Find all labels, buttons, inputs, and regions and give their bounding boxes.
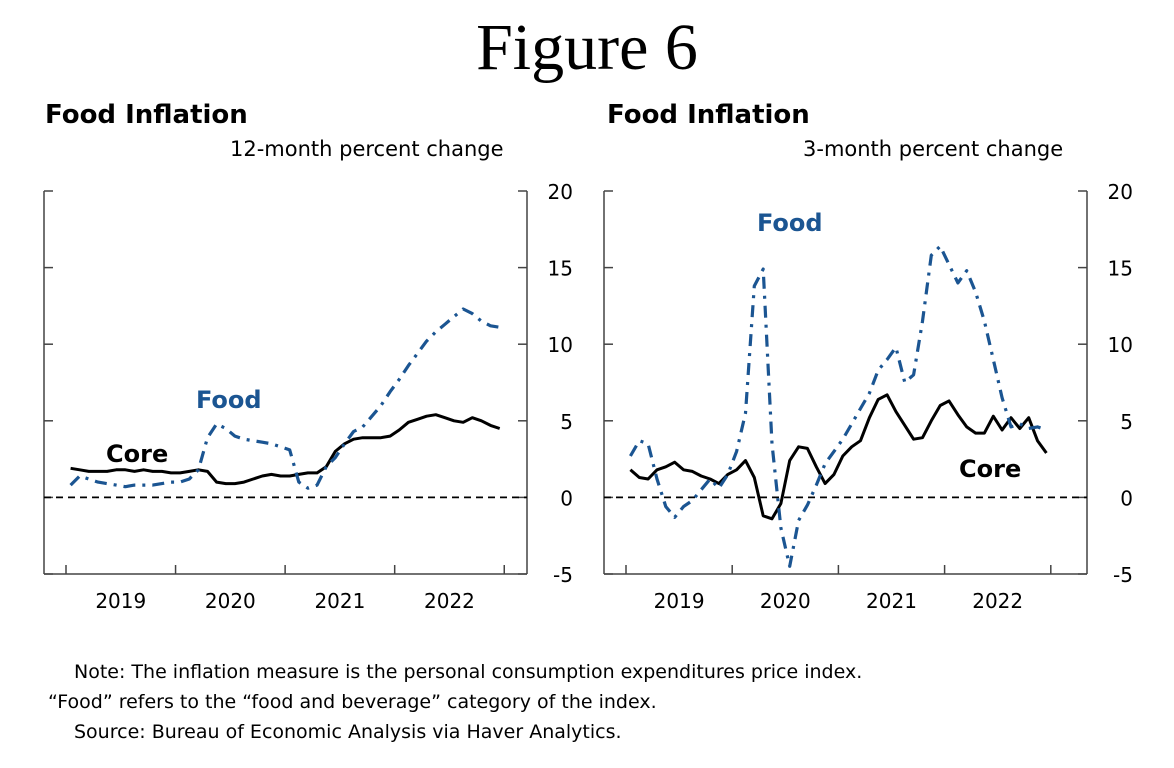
note-line: Note: The inflation measure is the perso… [74, 661, 863, 683]
right-y-tick-label: 20 [1108, 180, 1133, 204]
source-line: Source: Bureau of Economic Analysis via … [74, 721, 622, 743]
right-chart-3-month: -5 0 5 10 15 20 2019 2020 2021 2022 Core Food [603, 180, 1133, 613]
right-x-tick-label: 2021 [866, 589, 917, 613]
left-food-series-line [69, 307, 500, 490]
left-y-tick-label: 0 [560, 486, 573, 510]
left-chart-12-month: -5 0 5 10 15 20 2019 2020 2021 2022 Core Food [43, 180, 573, 613]
right-x-tick-label: 2019 [654, 589, 705, 613]
left-y-tick-label: 10 [548, 333, 573, 357]
right-x-tick-label: 2020 [760, 589, 811, 613]
right-y-tick-label: 5 [1120, 410, 1133, 434]
left-y-tick-label: 5 [560, 410, 573, 434]
right-food-series-label: Food [757, 209, 823, 237]
left-y-tick-label: 15 [548, 257, 573, 281]
right-y-tick-label: 10 [1108, 333, 1133, 357]
left-y-tick-label: 20 [548, 180, 573, 204]
left-x-tick-label: 2020 [205, 589, 256, 613]
note-line-food-definition: “Food” refers to the “food and beverage”… [48, 691, 657, 713]
right-food-series-line [629, 244, 1047, 568]
left-chart-title: Food Inflation [45, 100, 248, 130]
left-core-series-line [70, 413, 501, 486]
left-x-tick-label: 2021 [314, 589, 365, 613]
right-core-series-label: Core [959, 455, 1021, 483]
right-y-tick-label: 0 [1120, 486, 1133, 510]
notes: Note: The inflation measure is the perso… [48, 657, 862, 747]
right-y-tick-label: 15 [1108, 257, 1133, 281]
left-x-tick-label: 2022 [424, 589, 475, 613]
right-x-tick-label: 2022 [972, 589, 1023, 613]
right-core-series-line [629, 393, 1048, 521]
left-food-series-label: Food [196, 386, 262, 414]
left-x-tick-label: 2019 [95, 589, 146, 613]
left-core-series-label: Core [106, 440, 168, 468]
right-chart-title: Food Inflation [607, 100, 810, 130]
left-chart-subtitle: 12-month percent change [230, 137, 504, 161]
left-y-tick-label: -5 [553, 563, 573, 587]
right-chart-subtitle: 3-month percent change [803, 137, 1064, 161]
figure-title: Figure 6 [476, 11, 698, 84]
right-y-tick-label: -5 [1113, 563, 1133, 587]
